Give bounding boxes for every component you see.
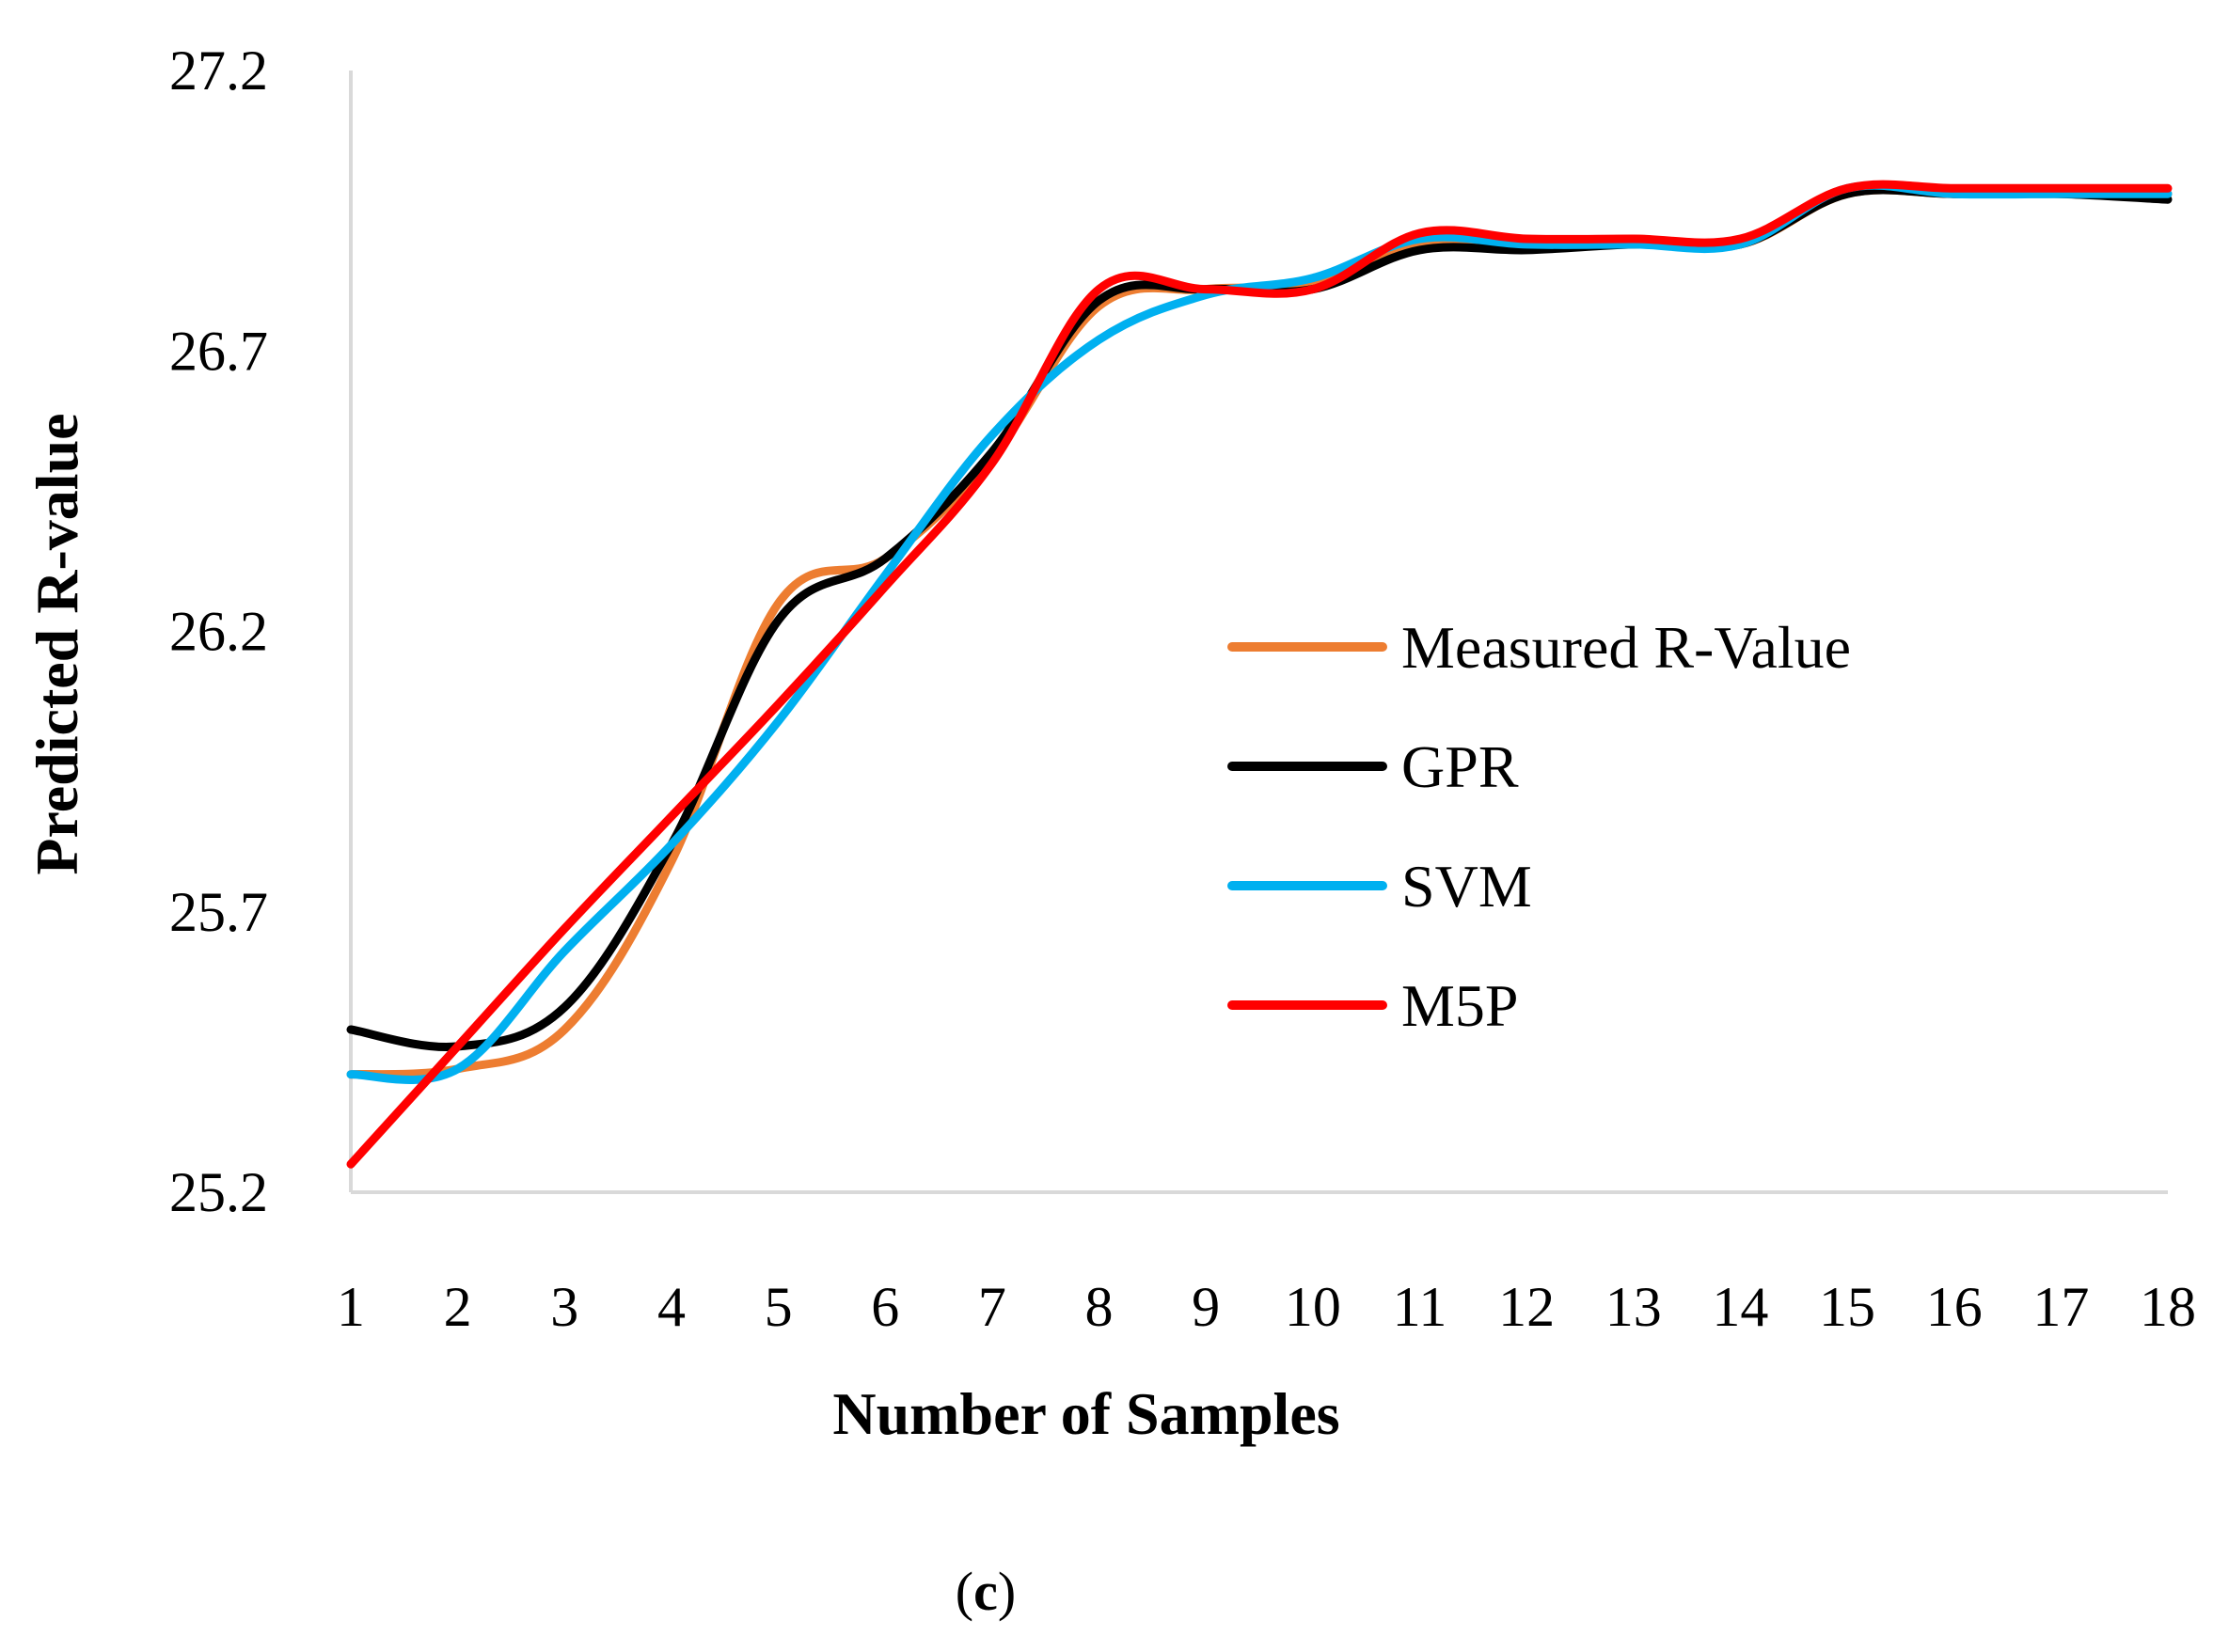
x-tick-label: 5: [765, 1276, 793, 1338]
x-tick-label: 18: [2140, 1276, 2196, 1338]
y-tick-label: 26.2: [169, 601, 268, 663]
series-layer: [346, 180, 2173, 1169]
x-tick-label: 7: [978, 1276, 1006, 1338]
x-tick-label: 12: [1498, 1276, 1555, 1338]
legend-label-svm: SVM: [1401, 853, 1532, 920]
x-tick-label: 10: [1285, 1276, 1341, 1338]
caption-letter: c: [973, 1561, 998, 1622]
x-tick-label: 16: [1926, 1276, 1983, 1338]
y-axis-title: Predicted R-value: [24, 413, 90, 874]
x-tick-label: 6: [871, 1276, 899, 1338]
x-tick-label: 14: [1712, 1276, 1768, 1338]
x-tick-label: 3: [550, 1276, 578, 1338]
series-line-measured-r-value: [346, 185, 2173, 1079]
x-tick-label: 1: [337, 1276, 365, 1338]
x-tick-label: 2: [444, 1276, 472, 1338]
series-line-gpr: [346, 185, 2173, 1051]
x-tick-label: 17: [2032, 1276, 2089, 1338]
series-line-m5p: [346, 180, 2173, 1169]
legend-label-gpr: GPR: [1401, 733, 1519, 800]
x-tick-label: 4: [657, 1276, 686, 1338]
x-axis-title: Number of Samples: [832, 1380, 1339, 1447]
axes: [349, 71, 2168, 1194]
x-tick-label: 13: [1605, 1276, 1662, 1338]
caption-close-paren: ): [998, 1561, 1016, 1622]
legend-label-measured-r-value: Measured R-Value: [1401, 614, 1851, 681]
tick-labels: 1 2 3 4 5 6 7 8 9 10 11 12 13 14 15 16 17 1825.225.726.22…: [169, 39, 2196, 1338]
legend-label-m5p: M5P: [1401, 972, 1519, 1039]
x-tick-label: 15: [1819, 1276, 1875, 1338]
x-tick-label: 9: [1192, 1276, 1220, 1338]
y-tick-label: 25.2: [169, 1161, 268, 1223]
x-tick-label: 11: [1393, 1276, 1447, 1338]
figure-caption: (c): [956, 1561, 1016, 1622]
y-tick-label: 26.7: [169, 320, 268, 382]
y-tick-label: 25.7: [169, 881, 268, 943]
legend: Measured R-Value GPR SVM M5P: [1227, 614, 1851, 1039]
x-tick-label: 8: [1085, 1276, 1114, 1338]
caption-open-paren: (: [956, 1561, 973, 1622]
y-tick-label: 27.2: [169, 39, 268, 102]
